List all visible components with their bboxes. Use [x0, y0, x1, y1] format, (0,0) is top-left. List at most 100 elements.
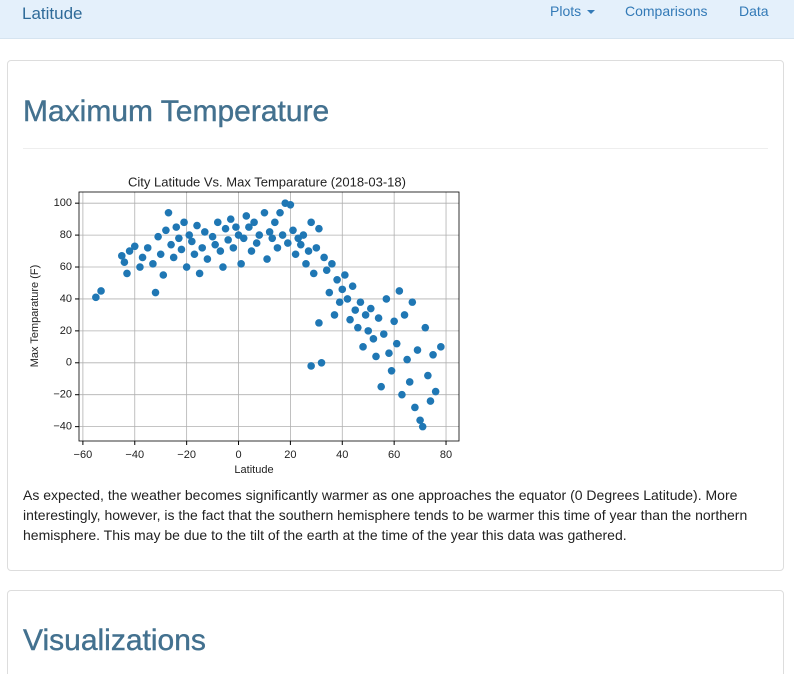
point: [413, 346, 422, 354]
point: [405, 378, 414, 386]
point: [211, 240, 219, 249]
point: [221, 224, 230, 233]
nav-data[interactable]: Data: [739, 3, 769, 19]
point: [416, 416, 424, 425]
point: [237, 260, 245, 268]
point: [296, 240, 305, 249]
point: [154, 232, 162, 241]
point: [273, 244, 282, 252]
point: [263, 255, 271, 263]
point: [400, 311, 409, 319]
point: [198, 244, 207, 252]
point: [307, 218, 315, 227]
y-tick-label: 80: [60, 229, 72, 241]
point: [291, 250, 300, 259]
chart-title: City Latitude Vs. Max Temparature (2018-…: [128, 174, 406, 189]
point: [162, 226, 170, 235]
section-heading: Maximum Temperature: [23, 95, 330, 128]
x-tick-label: −40: [125, 449, 144, 461]
point: [377, 382, 385, 391]
point: [328, 260, 336, 268]
point: [125, 247, 134, 255]
point: [265, 228, 274, 236]
panel: Maximum Temperature As expected, the wea…: [7, 60, 784, 571]
point: [403, 355, 411, 364]
point: [278, 231, 287, 239]
point: [315, 224, 323, 233]
chart: City Latitude Vs. Max Temparature (2018-…: [29, 174, 460, 476]
point: [193, 221, 201, 230]
point: [320, 253, 328, 262]
y-tick-label: 0: [66, 357, 72, 369]
point: [418, 422, 427, 431]
point: [382, 295, 391, 303]
point: [120, 258, 129, 267]
point: [429, 351, 437, 359]
nav-plots[interactable]: Plots: [550, 3, 582, 19]
point: [172, 223, 181, 231]
point: [268, 234, 277, 243]
point: [232, 223, 240, 231]
point: [307, 362, 315, 370]
point: [421, 323, 430, 332]
point: [224, 236, 232, 244]
point: [117, 252, 126, 260]
point: [185, 231, 194, 239]
point: [260, 208, 269, 217]
point: [250, 218, 258, 227]
point: [97, 287, 105, 295]
point: [177, 245, 186, 254]
point: [369, 335, 378, 343]
point: [203, 255, 212, 263]
point: [392, 339, 401, 348]
point: [431, 387, 440, 396]
point: [271, 218, 279, 227]
x-tick-label: −20: [177, 449, 196, 461]
point: [372, 352, 380, 361]
point: [317, 358, 326, 367]
point: [286, 200, 295, 209]
point: [387, 366, 396, 375]
point: [315, 319, 323, 327]
point: [348, 282, 357, 290]
y-tick-label: 20: [60, 325, 72, 337]
point: [346, 315, 354, 324]
point: [335, 298, 344, 306]
point: [304, 247, 313, 255]
panel: Visualizations: [7, 590, 784, 674]
brand[interactable]: Latitude: [22, 4, 83, 23]
y-axis-label: Max Temparature (F): [29, 265, 41, 368]
point: [245, 223, 253, 231]
point: [255, 231, 264, 239]
x-tick-label: 80: [440, 449, 452, 461]
point: [92, 293, 100, 302]
section-heading: Visualizations: [23, 624, 206, 657]
point: [216, 247, 225, 255]
point: [343, 295, 352, 303]
y-tick-label: 60: [60, 261, 72, 273]
point: [411, 403, 419, 412]
nav-comparisons[interactable]: Comparisons: [625, 3, 708, 19]
x-tick-label: −60: [74, 449, 93, 461]
point: [426, 397, 435, 405]
point: [379, 330, 388, 338]
point: [364, 327, 373, 335]
y-tick-label: 100: [54, 197, 72, 209]
point: [130, 242, 139, 251]
x-tick-label: 60: [388, 449, 400, 461]
point: [309, 269, 318, 278]
point: [188, 237, 196, 246]
point: [330, 311, 339, 319]
point: [351, 306, 360, 314]
point: [151, 288, 160, 297]
point: [385, 349, 393, 358]
divider: [23, 148, 768, 149]
point: [138, 253, 147, 262]
point: [143, 244, 152, 252]
plot-frame: [78, 191, 460, 442]
y-tick-label: 40: [60, 293, 72, 305]
point: [219, 263, 227, 271]
point: [359, 343, 367, 351]
point: [361, 311, 370, 319]
